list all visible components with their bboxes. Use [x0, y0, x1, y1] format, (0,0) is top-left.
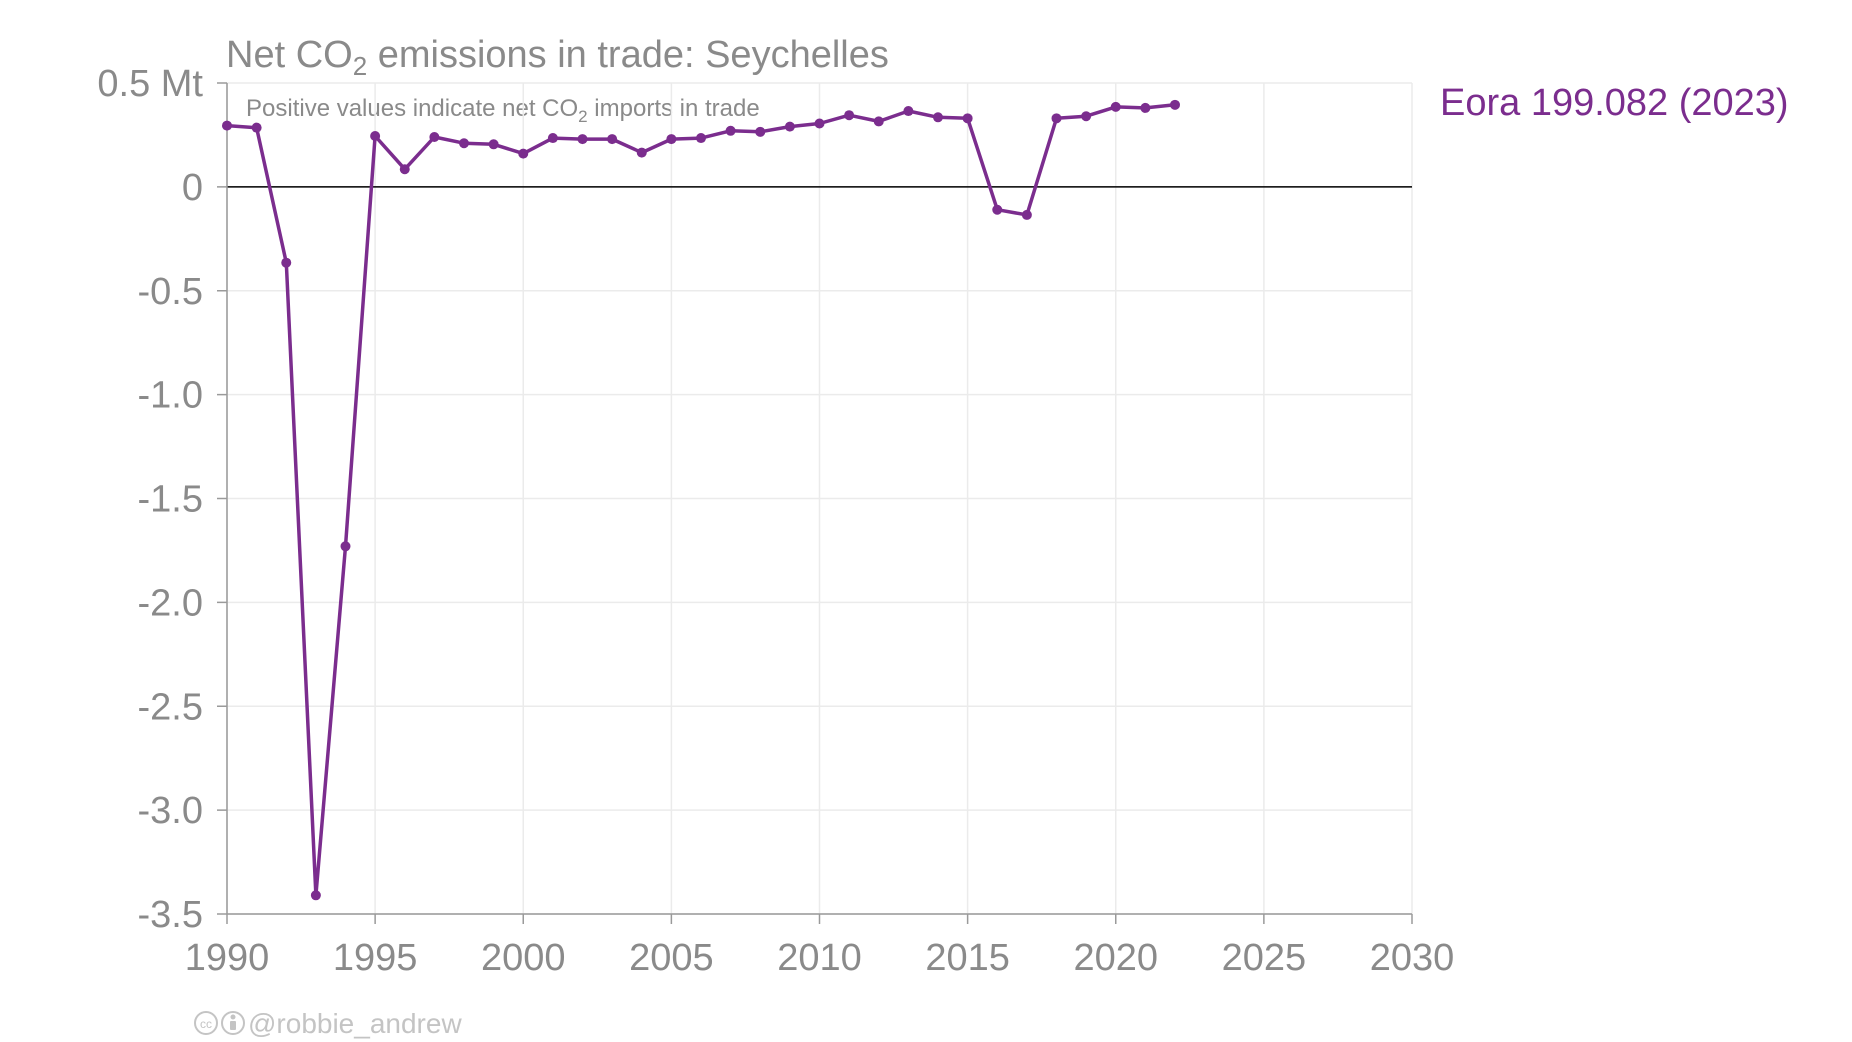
- data-point: [1081, 111, 1092, 122]
- x-tick-label: 2005: [629, 937, 714, 979]
- y-tick-label: -3.5: [138, 894, 203, 936]
- data-point: [696, 133, 706, 144]
- credit: cc @robbie_andrew: [194, 1008, 462, 1039]
- x-tick-label: 2020: [1073, 937, 1158, 979]
- y-tick-label: -2.0: [138, 582, 203, 624]
- y-tick-label: 0.5 Mt: [97, 63, 203, 105]
- legend-label: Eora 199.082 (2023): [1440, 82, 1789, 124]
- data-point: [1051, 113, 1062, 124]
- data-point: [340, 541, 351, 552]
- data-point: [755, 126, 766, 137]
- data-point: [370, 130, 381, 141]
- y-tick-label: -2.5: [138, 686, 203, 728]
- y-axis-ticks: -3.5 -3.0 -2.5 -2.0 -1.5 -1.0 -0.5 0 0.5 Mt: [97, 63, 227, 936]
- data-point: [666, 134, 677, 145]
- x-axis-ticks: 1990 1995 2000 2005 2010 2015 2020 2025 2030: [185, 914, 1455, 979]
- data-point: [251, 122, 262, 133]
- credit-text: @robbie_andrew: [248, 1008, 462, 1039]
- x-tick-label: 2010: [777, 937, 862, 979]
- x-tick-label: 2025: [1222, 937, 1307, 979]
- data-point: [814, 118, 825, 129]
- y-tick-label: -0.5: [138, 271, 203, 313]
- x-tick-label: 2000: [481, 937, 566, 979]
- data-point: [933, 112, 943, 123]
- series-line: [226, 103, 1176, 898]
- data-point: [429, 132, 440, 143]
- data-point: [459, 138, 469, 149]
- data-point: [962, 113, 973, 124]
- chart-subtitle: Positive values indicate net CO2 imports…: [246, 95, 760, 126]
- cc-license-icon: cc: [194, 1011, 218, 1035]
- series-group: [222, 99, 1180, 901]
- data-point: [518, 148, 529, 159]
- data-point: [1021, 209, 1032, 220]
- data-point: [844, 110, 855, 121]
- y-tick-label: -1.0: [138, 375, 203, 417]
- data-point: [310, 890, 321, 901]
- y-tick-label: -1.5: [138, 479, 203, 521]
- x-tick-label: 2030: [1370, 937, 1455, 979]
- x-tick-label: 1990: [185, 937, 270, 979]
- data-point: [488, 139, 499, 150]
- data-point: [903, 106, 914, 117]
- chart-title: Net CO2 emissions in trade: Seychelles: [226, 34, 889, 81]
- data-point: [1170, 99, 1180, 110]
- y-tick-label: -3.0: [138, 790, 203, 832]
- x-tick-label: 2015: [925, 937, 1010, 979]
- data-point: [1110, 101, 1121, 112]
- data-point: [577, 134, 588, 145]
- data-point: [222, 120, 232, 131]
- data-point: [399, 164, 410, 175]
- data-point: [992, 204, 1003, 215]
- data-point: [784, 121, 795, 132]
- y-tick-label: 0: [182, 167, 203, 209]
- data-point: [873, 116, 884, 127]
- data-point: [725, 125, 736, 136]
- data-point: [636, 147, 647, 158]
- grid: [226, 82, 1413, 915]
- data-point: [547, 133, 558, 144]
- data-point: [281, 257, 292, 268]
- by-attribution-icon: [221, 1011, 245, 1035]
- data-point: [607, 134, 618, 145]
- x-tick-label: 1995: [333, 937, 418, 979]
- data-point: [1140, 102, 1151, 113]
- svg-text:cc: cc: [200, 1017, 212, 1031]
